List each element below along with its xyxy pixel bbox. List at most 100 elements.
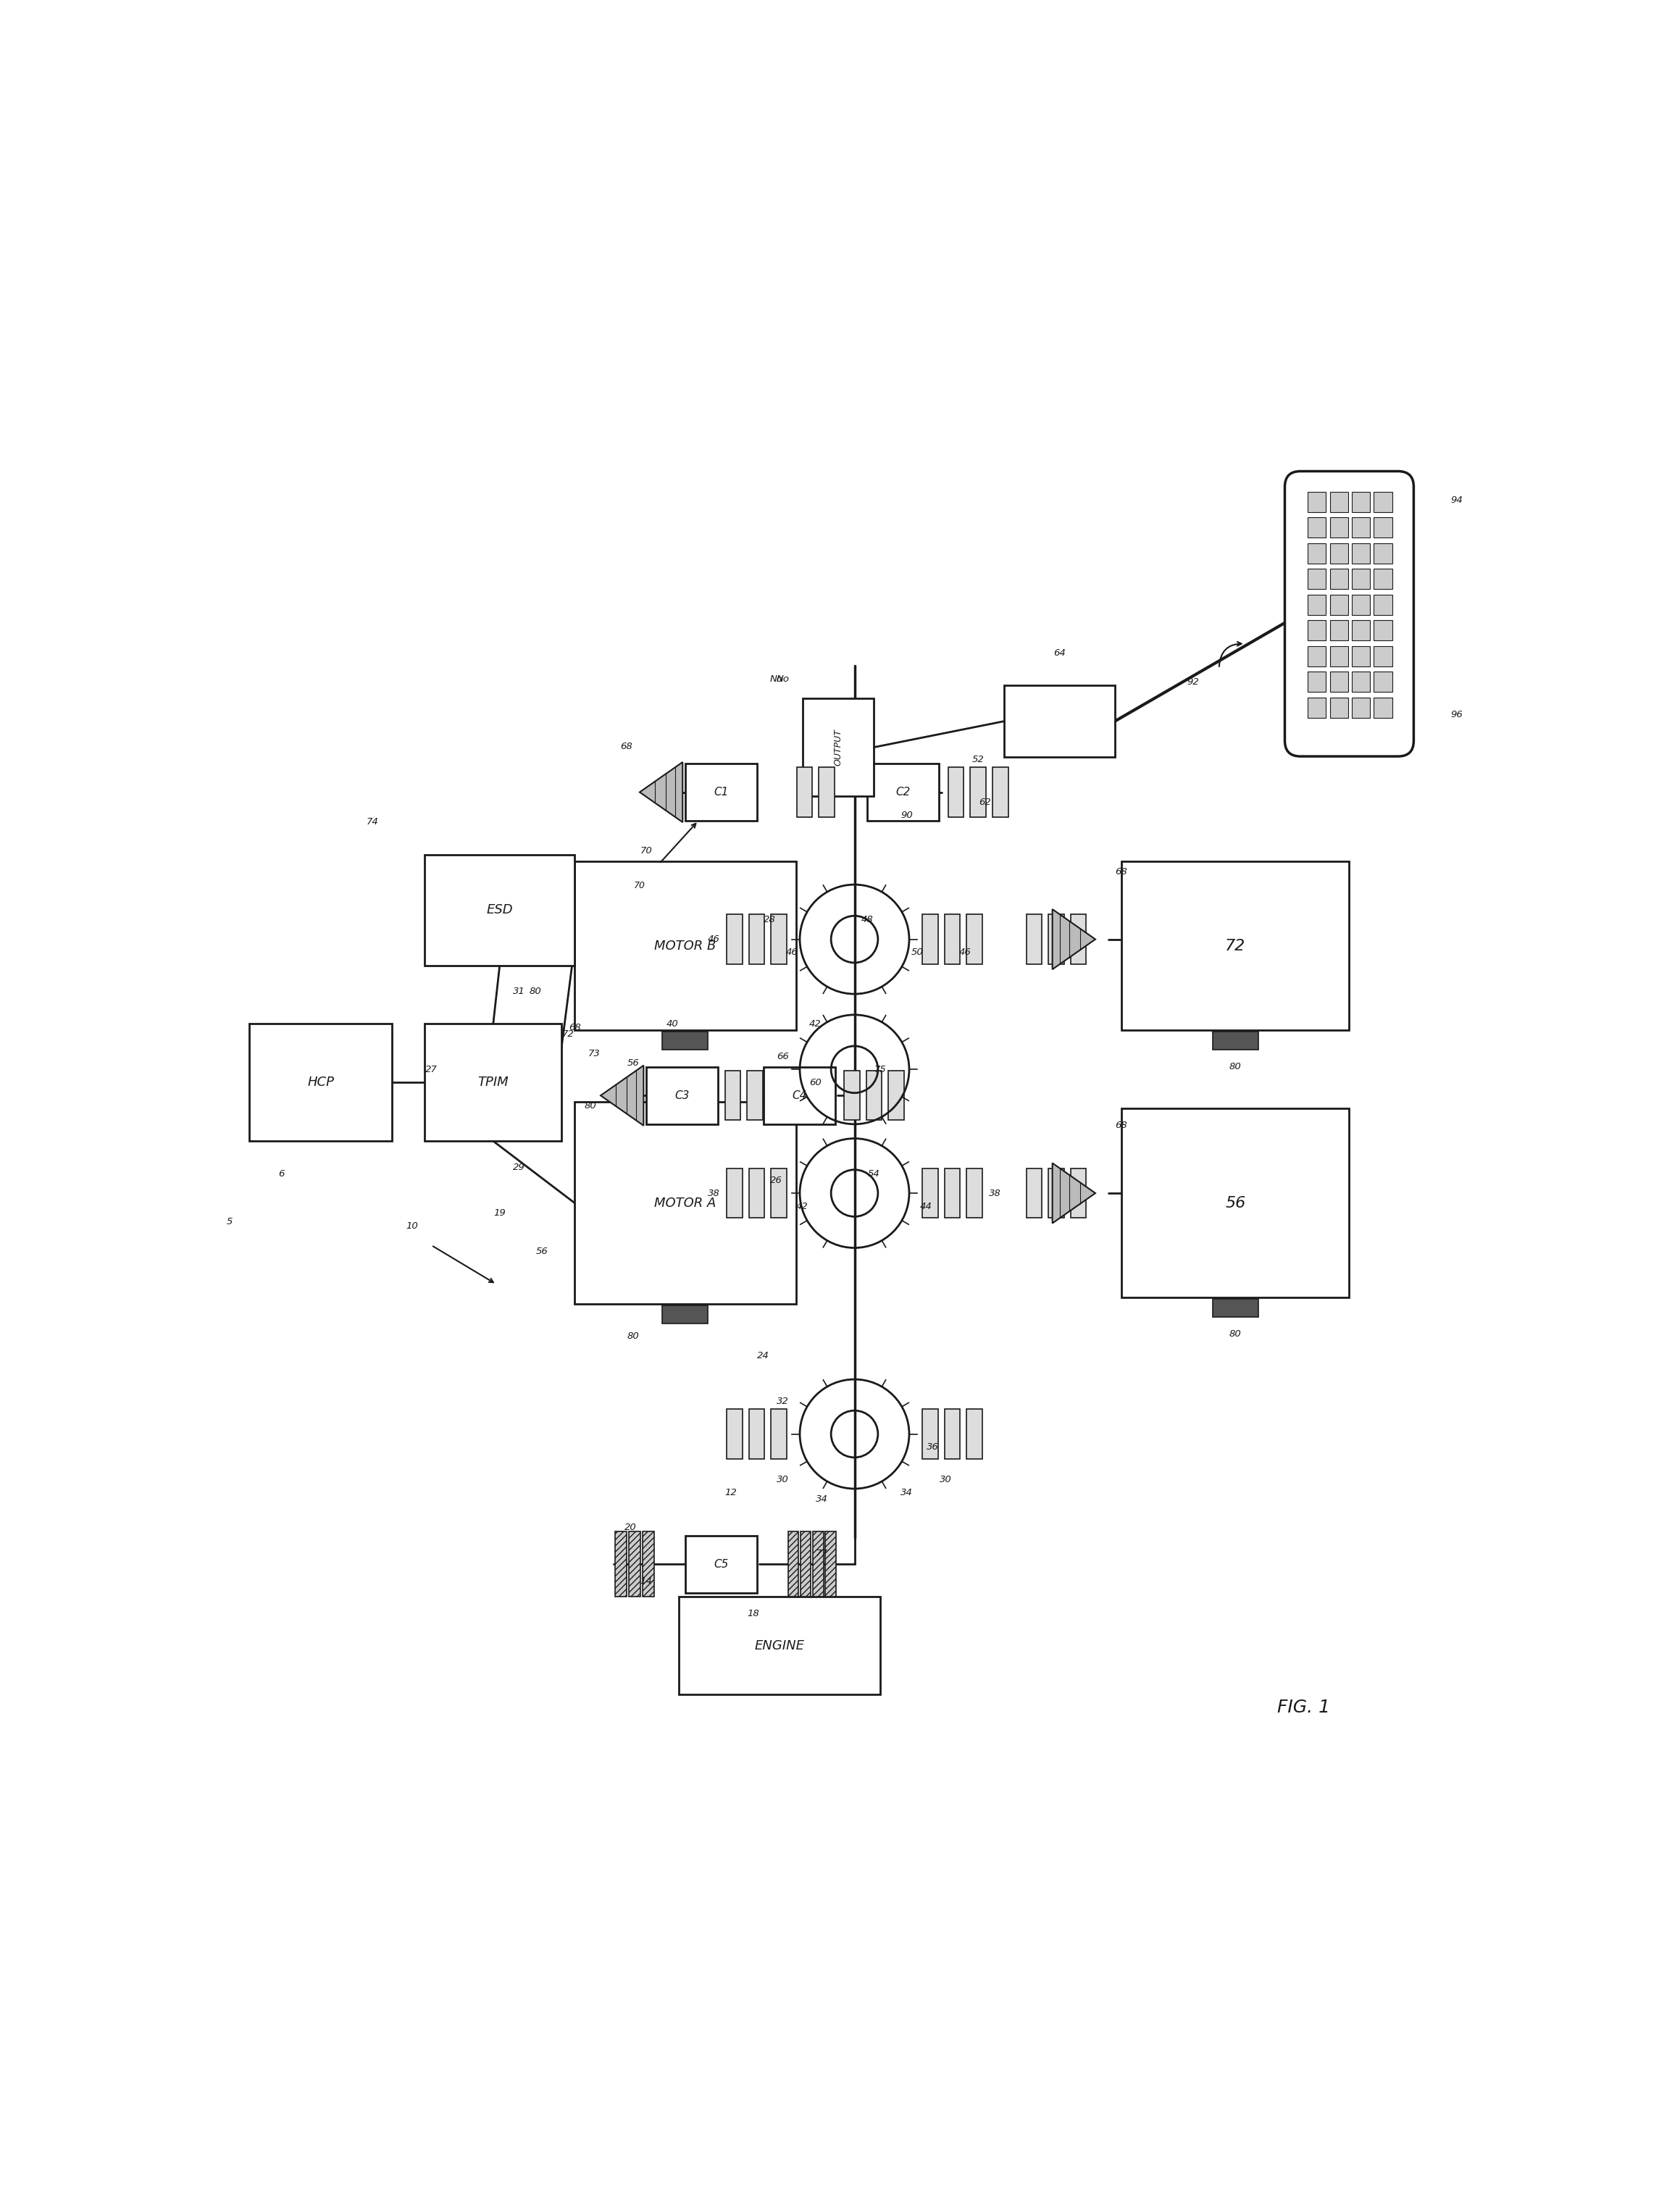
- Bar: [1374, 620, 1393, 640]
- Bar: [727, 1409, 743, 1459]
- Bar: [818, 768, 835, 817]
- Bar: [971, 768, 986, 817]
- Bar: [643, 1532, 655, 1596]
- Text: 6: 6: [279, 1168, 284, 1179]
- Bar: [1331, 647, 1347, 667]
- Text: 90: 90: [900, 810, 912, 821]
- Text: 42: 42: [796, 1201, 808, 1210]
- Text: 75: 75: [875, 1064, 887, 1073]
- Bar: [944, 1409, 959, 1459]
- Text: C3: C3: [675, 1091, 689, 1102]
- Bar: [749, 914, 764, 965]
- Text: 62: 62: [979, 797, 991, 808]
- Bar: [628, 1532, 640, 1596]
- Bar: [425, 854, 575, 965]
- Text: 50: 50: [911, 947, 922, 956]
- Bar: [1307, 543, 1326, 563]
- Bar: [685, 764, 756, 821]
- Polygon shape: [1052, 910, 1095, 969]
- Bar: [726, 1071, 741, 1119]
- Text: 74: 74: [366, 817, 378, 826]
- Bar: [249, 1025, 393, 1142]
- Bar: [1352, 570, 1371, 590]
- Bar: [1374, 647, 1393, 667]
- Text: 80: 80: [1230, 1329, 1242, 1338]
- Bar: [944, 914, 959, 965]
- Bar: [749, 1168, 764, 1219]
- Text: C1: C1: [714, 786, 729, 797]
- Bar: [889, 1071, 904, 1119]
- Text: 34: 34: [816, 1495, 828, 1504]
- Bar: [1307, 647, 1326, 667]
- Text: 19: 19: [494, 1208, 506, 1217]
- Text: ESD: ESD: [487, 903, 512, 916]
- Text: 18: 18: [748, 1610, 759, 1618]
- Bar: [788, 1532, 798, 1596]
- Bar: [1374, 543, 1393, 563]
- Bar: [1026, 914, 1042, 965]
- Bar: [944, 1168, 959, 1219]
- Bar: [662, 1031, 707, 1051]
- Text: 54: 54: [869, 1168, 880, 1179]
- Bar: [966, 1409, 983, 1459]
- Text: MOTOR B: MOTOR B: [654, 938, 716, 952]
- Text: 20: 20: [625, 1524, 637, 1532]
- Bar: [1331, 671, 1347, 691]
- Bar: [1070, 914, 1087, 965]
- Text: 36: 36: [927, 1442, 939, 1451]
- Bar: [727, 914, 743, 965]
- Text: 26: 26: [771, 1175, 783, 1186]
- Bar: [1374, 570, 1393, 590]
- Text: 34: 34: [900, 1488, 912, 1497]
- Text: 48: 48: [862, 914, 874, 925]
- Text: C4: C4: [791, 1091, 806, 1102]
- Text: C2: C2: [895, 786, 911, 797]
- Bar: [1352, 594, 1371, 616]
- Bar: [1374, 517, 1393, 539]
- Bar: [803, 698, 874, 797]
- Bar: [1307, 698, 1326, 718]
- Bar: [771, 1409, 786, 1459]
- Bar: [1331, 517, 1347, 539]
- Text: 29: 29: [512, 1161, 526, 1172]
- Bar: [1352, 620, 1371, 640]
- Text: 72: 72: [1225, 938, 1245, 954]
- Text: C5: C5: [714, 1559, 729, 1570]
- Text: 10: 10: [407, 1221, 418, 1230]
- Text: 56: 56: [627, 1058, 638, 1069]
- Bar: [1307, 517, 1326, 539]
- Text: 72: 72: [563, 1029, 575, 1040]
- Bar: [647, 1066, 717, 1124]
- Bar: [800, 1532, 811, 1596]
- Text: 46: 46: [959, 947, 971, 956]
- Bar: [771, 1168, 786, 1219]
- Bar: [1352, 647, 1371, 667]
- Polygon shape: [1052, 1164, 1095, 1223]
- Text: 94: 94: [1450, 495, 1463, 506]
- Text: OUTPUT: OUTPUT: [833, 729, 843, 766]
- Bar: [1374, 594, 1393, 616]
- Bar: [727, 1168, 743, 1219]
- Bar: [1352, 492, 1371, 512]
- Bar: [575, 861, 796, 1031]
- Bar: [771, 914, 786, 965]
- Text: 68: 68: [1116, 1122, 1127, 1130]
- Text: 77: 77: [816, 1550, 828, 1559]
- Bar: [825, 1532, 835, 1596]
- Text: 12: 12: [724, 1488, 738, 1497]
- Text: 80: 80: [627, 1331, 638, 1340]
- Text: 32: 32: [776, 1398, 790, 1406]
- Bar: [966, 914, 983, 965]
- Bar: [615, 1532, 627, 1596]
- Text: 56: 56: [536, 1248, 548, 1256]
- Bar: [1307, 570, 1326, 590]
- Bar: [662, 1305, 707, 1323]
- Bar: [1331, 543, 1347, 563]
- Bar: [1048, 1168, 1063, 1219]
- Text: 44: 44: [921, 1201, 932, 1210]
- Text: 30: 30: [776, 1475, 790, 1484]
- FancyBboxPatch shape: [1285, 470, 1413, 757]
- Bar: [1352, 698, 1371, 718]
- Text: 68: 68: [1116, 868, 1127, 877]
- Bar: [679, 1596, 880, 1694]
